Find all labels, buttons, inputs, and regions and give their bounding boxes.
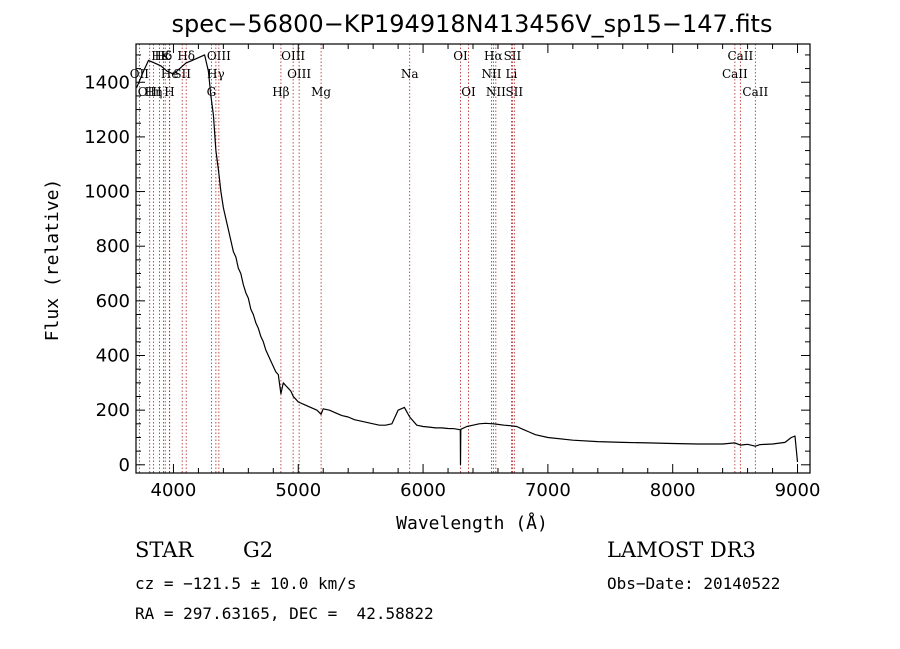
spectral-line-label: OI: [461, 85, 476, 99]
spectral-line-label: G: [207, 85, 217, 99]
spectral-line-label: CaII: [742, 85, 768, 99]
spectral-line-label: Hδ: [155, 49, 173, 63]
x-axis-label: Wavelength (Å): [396, 512, 548, 534]
x-tick-label: 5000: [275, 480, 321, 501]
x-tick-label: 7000: [525, 480, 571, 501]
spectrum-series-line: [136, 54, 799, 466]
spectral-line-label: H: [164, 85, 174, 99]
spectral-line-label: K: [161, 49, 171, 63]
y-tick-label: 400: [96, 346, 130, 367]
y-tick-label: 800: [96, 236, 130, 257]
spectral-line-label: SII: [505, 85, 523, 99]
spectral-line-label: OIII: [281, 49, 305, 63]
spectral-line-label: Na: [401, 67, 419, 81]
y-tick-label: 1000: [84, 182, 130, 203]
spectral-line-label: NII: [486, 85, 506, 99]
x-axis-ticks: 4000 5000 6000 7000 8000 9000: [151, 44, 821, 501]
chart-title: spec−56800−KP194918N413456V_sp15−147.fit…: [172, 10, 773, 38]
y-tick-label: 1400: [84, 72, 130, 93]
x-tick-label: 9000: [775, 480, 821, 501]
spectral-line-label: OIII: [138, 85, 162, 99]
redshift-velocity: cz = −121.5 ± 10.0 km/s: [135, 574, 357, 593]
y-tick-label: 600: [96, 291, 130, 312]
y-axis-label: Flux (relative): [42, 179, 63, 342]
spectral-line-label: Hε: [151, 49, 168, 63]
spectral-line-label: Hγ: [207, 67, 225, 81]
spectral-line-label: Mg: [311, 85, 331, 99]
spectral-line-label: OII: [130, 67, 150, 81]
spectral-line-label: SII: [173, 67, 191, 81]
spectral-line-label: Hα: [484, 49, 503, 63]
spectral-line-label: OIII: [287, 67, 311, 81]
x-tick-label: 6000: [400, 480, 446, 501]
spectral-line-label: SII: [504, 49, 522, 63]
spectral-line-label: Hβ: [272, 85, 289, 99]
plot-frame: [135, 43, 811, 474]
spectral-line-label: Hη: [145, 85, 163, 99]
spectral-line-label: Li: [506, 67, 518, 81]
survey-name: LAMOST DR3: [607, 538, 756, 562]
y-tick-label: 0: [119, 455, 130, 476]
y-tick-label: 1200: [84, 127, 130, 148]
sky-coordinates: RA = 297.63165, DEC = 42.58822: [135, 604, 434, 623]
y-axis-ticks: 0 200 400 600 800 1000 1200 1400: [84, 54, 810, 476]
y-tick-label: 200: [96, 400, 130, 421]
spectral-line-label: CaII: [722, 67, 748, 81]
observation-date: Obs−Date: 20140522: [607, 574, 781, 593]
spectral-line-markers: [138, 44, 756, 473]
spectral-line-label: Hδ: [177, 49, 195, 63]
spectral-subclass: G2: [243, 538, 274, 562]
spectral-line-label: He: [161, 67, 179, 81]
spectral-line-label: OI: [453, 49, 468, 63]
spectral-line-label: NII: [481, 67, 501, 81]
spectral-line-label: CaII: [727, 49, 753, 63]
object-class: STAR: [135, 538, 194, 562]
x-tick-label: 8000: [650, 480, 696, 501]
x-tick-label: 4000: [151, 480, 197, 501]
spectral-line-label: OIII: [207, 49, 231, 63]
